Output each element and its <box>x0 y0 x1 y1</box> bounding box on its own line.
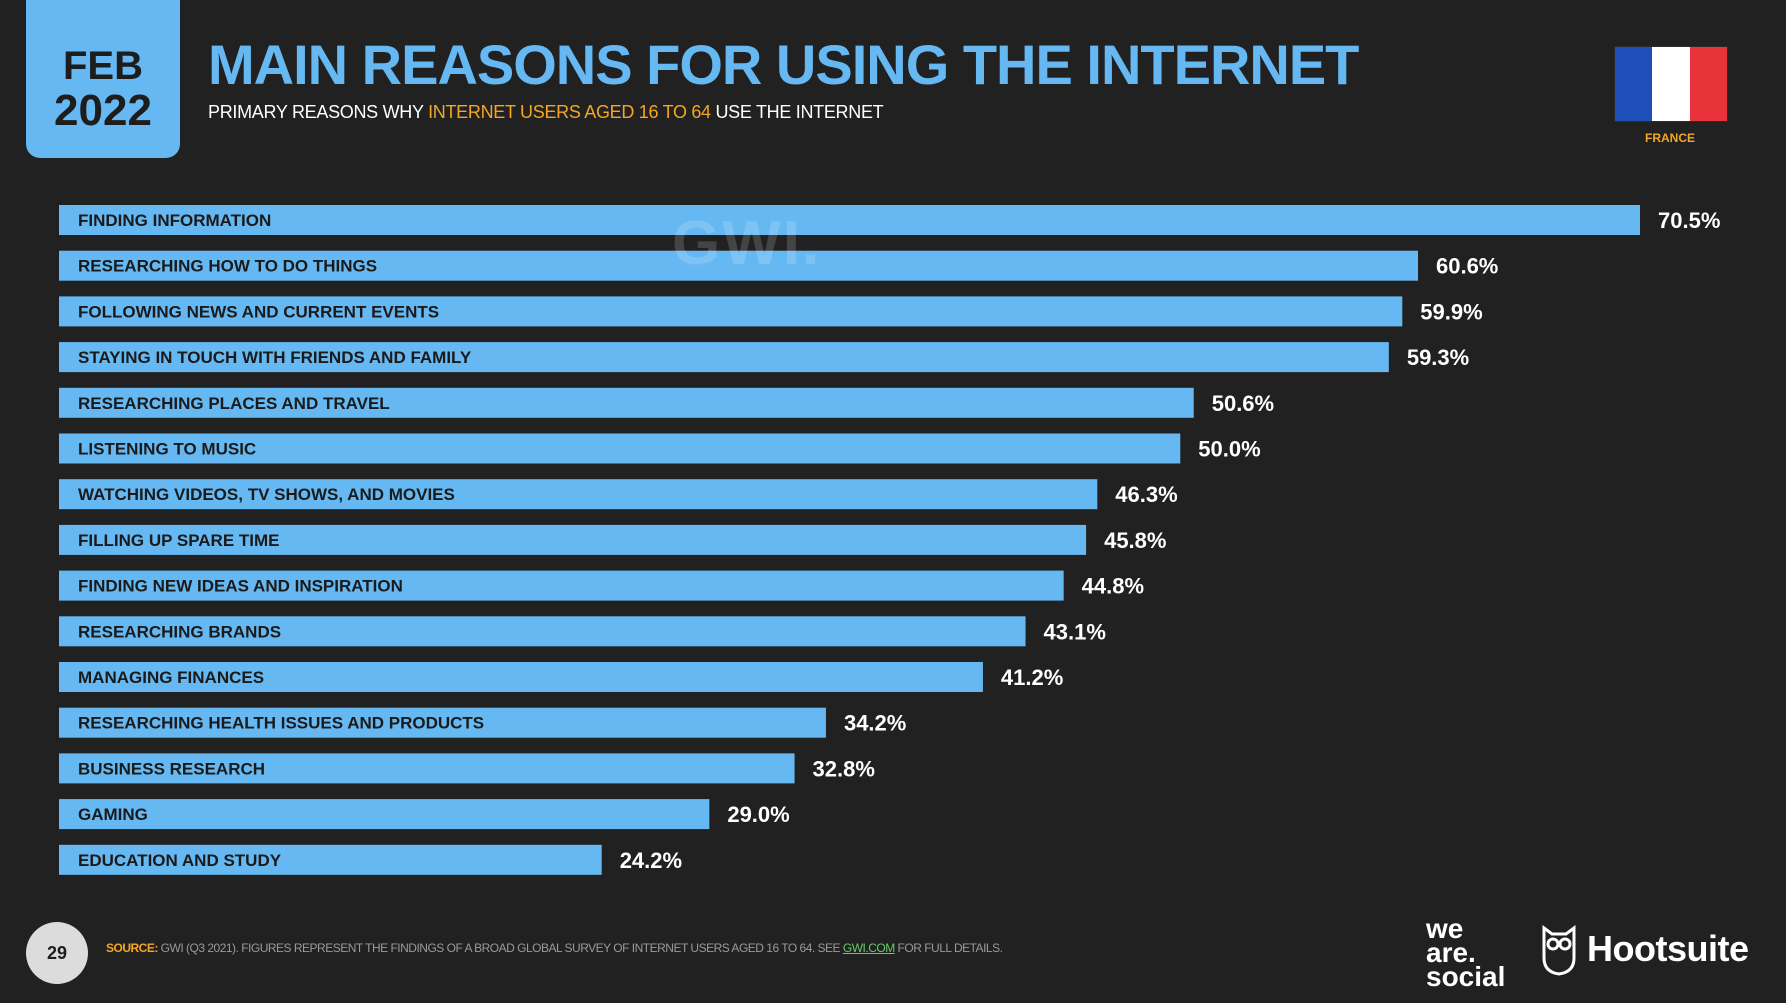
bar-value-label: 32.8% <box>813 756 875 781</box>
bar-category-label: RESEARCHING HEALTH ISSUES AND PRODUCTS <box>78 714 484 733</box>
bar-value-label: 59.9% <box>1420 299 1482 324</box>
flag-stripe-red <box>1689 47 1727 121</box>
subtitle-highlight: INTERNET USERS AGED 16 TO 64 <box>428 102 711 122</box>
subtitle-pre: PRIMARY REASONS WHY <box>208 102 429 122</box>
bar-value-label: 24.2% <box>620 848 682 873</box>
bar <box>59 799 710 830</box>
bar-value-label: 43.1% <box>1044 619 1106 644</box>
bar-value-label: 59.3% <box>1407 345 1469 370</box>
bar-value-label: 29.0% <box>727 802 789 827</box>
bar-category-label: BUSINESS RESEARCH <box>78 759 265 778</box>
bar-category-label: FOLLOWING NEWS AND CURRENT EVENTS <box>78 302 439 321</box>
bar <box>59 250 1418 281</box>
bar <box>59 524 1087 555</box>
bar-category-label: LISTENING TO MUSIC <box>78 440 256 459</box>
bar <box>59 753 795 784</box>
source-tail: FOR FULL DETAILS. <box>894 941 1003 955</box>
bar-category-label: MANAGING FINANCES <box>78 668 264 687</box>
we-are-social-logo: we are. social <box>1426 913 1546 992</box>
bar-value-label: 46.3% <box>1115 482 1177 507</box>
subtitle-post: USE THE INTERNET <box>710 102 884 122</box>
bar-value-label: 50.6% <box>1212 391 1274 416</box>
bar <box>59 433 1181 464</box>
bar-value-label: 44.8% <box>1082 574 1144 599</box>
page-title: MAIN REASONS FOR USING THE INTERNET <box>208 33 1359 96</box>
bar <box>59 844 602 875</box>
hootsuite-logo: Hootsuite <box>1587 928 1749 969</box>
bar <box>59 387 1194 418</box>
source-link[interactable]: GWI.COM <box>842 941 895 955</box>
france-flag-icon <box>1614 46 1728 122</box>
bar <box>59 342 1389 373</box>
bar-category-label: FILLING UP SPARE TIME <box>78 531 280 550</box>
source-note: SOURCE: GWI (Q3 2021). FIGURES REPRESENT… <box>106 941 1003 955</box>
logo-are: are. <box>1426 937 1476 968</box>
bar-category-label: EDUCATION AND STUDY <box>78 851 282 870</box>
bar-category-label: RESEARCHING HOW TO DO THINGS <box>78 257 377 276</box>
bar-value-label: 41.2% <box>1001 665 1063 690</box>
date-year: 2022 <box>54 86 152 135</box>
bar <box>59 662 983 692</box>
bar <box>59 479 1098 510</box>
owl-icon <box>1542 925 1576 976</box>
bar-value-label: 45.8% <box>1104 528 1166 553</box>
bar-value-label: 60.6% <box>1436 254 1498 279</box>
bar <box>59 707 826 738</box>
bar <box>59 616 1026 647</box>
bar-category-label: FINDING INFORMATION <box>78 211 271 230</box>
page-subtitle: PRIMARY REASONS WHY INTERNET USERS AGED … <box>208 102 884 123</box>
bar-category-label: RESEARCHING BRANDS <box>78 622 281 641</box>
bar <box>59 296 1403 327</box>
flag-stripe-white <box>1652 47 1690 121</box>
bar-value-label: 50.0% <box>1198 437 1260 462</box>
bar-category-label: GAMING <box>78 805 148 824</box>
bar-category-label: RESEARCHING PLACES AND TRAVEL <box>78 394 390 413</box>
page-number: 29 <box>26 922 88 984</box>
source-text: GWI (Q3 2021). FIGURES REPRESENT THE FIN… <box>157 941 843 955</box>
date-month: FEB <box>63 44 143 88</box>
gwi-watermark: GWI. <box>672 209 822 278</box>
date-badge: FEB 2022 <box>26 0 180 158</box>
bar-category-label: FINDING NEW IDEAS AND INSPIRATION <box>78 577 403 596</box>
bar-category-label: WATCHING VIDEOS, TV SHOWS, AND MOVIES <box>78 485 455 504</box>
bar-value-label: 70.5% <box>1658 208 1720 233</box>
bar-category-label: STAYING IN TOUCH WITH FRIENDS AND FAMILY <box>78 348 472 367</box>
country-label: FRANCE <box>1645 131 1695 145</box>
bar <box>59 205 1640 235</box>
bar-value-label: 34.2% <box>844 711 906 736</box>
flag-stripe-blue <box>1615 47 1653 121</box>
bar <box>59 570 1064 601</box>
source-label: SOURCE: <box>106 941 158 955</box>
logo-we: we <box>1426 913 1464 944</box>
logo-social: social <box>1426 961 1506 992</box>
